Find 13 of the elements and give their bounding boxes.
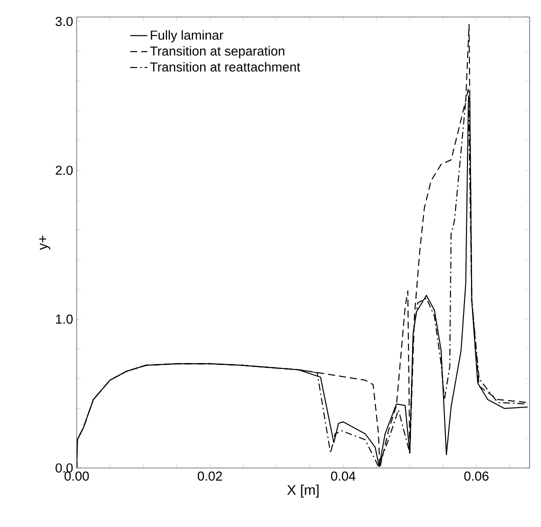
y-tick-label: 0.0: [56, 463, 73, 473]
y-tick-label: 2.0: [56, 166, 73, 175]
legend-label: Transition at separation: [150, 46, 284, 58]
y-tick-label: 3.0: [56, 16, 73, 26]
x-tick-label: 0.00: [64, 472, 89, 481]
legend-label: Fully laminar: [150, 30, 224, 42]
y-tick-label: 1.0: [56, 314, 73, 324]
legend-label: Transition at reattachment: [150, 62, 300, 72]
x-tick-label: 0.04: [331, 472, 356, 481]
x-tick-label: 0.06: [464, 472, 488, 481]
x-tick-label: 0.02: [198, 472, 222, 481]
x-axis-title: X [m]: [287, 484, 319, 498]
y-axis-title: y+: [39, 236, 50, 250]
